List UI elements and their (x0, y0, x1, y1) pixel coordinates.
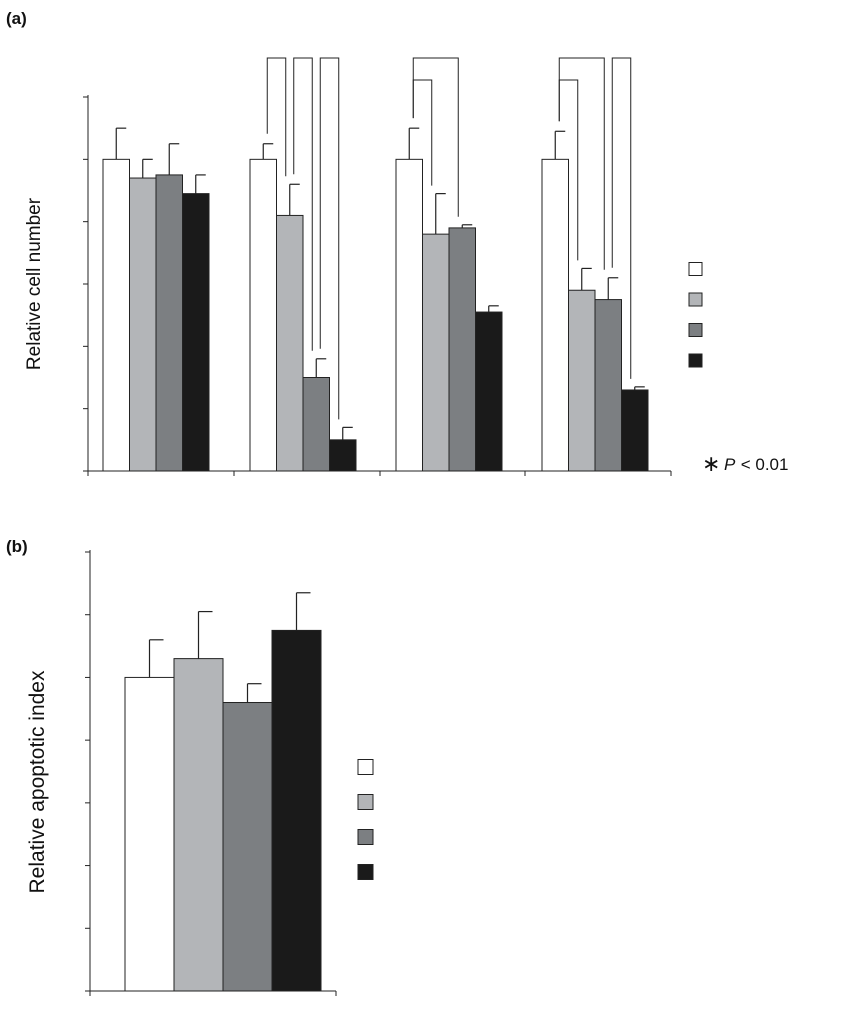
panel-a-bar-saha-tfk-1 (594, 299, 622, 472)
panel-b-y-axis-label: Relative apoptotic index (26, 670, 49, 893)
panel-a-bar-saha-hucct-1 (448, 227, 476, 472)
panel-a-bar-control-hucct-1 (395, 158, 423, 472)
significance-bracket (412, 57, 459, 217)
panel-a-bar-ezh2-sirna-hucct-1 (422, 233, 450, 472)
legend-swatch-saha (357, 829, 374, 845)
significance-bracket (319, 57, 340, 420)
legend-swatch-ezh2-sirna (357, 794, 374, 810)
legend-swatch-control (357, 759, 374, 775)
panel-b-legend (357, 759, 374, 880)
panel-a-legend (688, 262, 703, 368)
panel-a-bar-control-hgecs (102, 158, 130, 472)
panel-a-bar-ezh2-sirna-tgbc2tkb (276, 214, 304, 472)
panel-a-y-axis-label: Relative cell number (24, 197, 45, 370)
p-value-symbol: P (724, 455, 736, 474)
panel-b-bars (124, 592, 322, 992)
panel-a-bars (102, 127, 649, 472)
panel-a-bar-ezh2-sirna-tfk-1 (568, 289, 596, 472)
panel-a-significance (266, 57, 632, 420)
significance-bracket (266, 57, 287, 177)
significance-bracket (558, 57, 605, 270)
panel-a-bar-saha-ezh2-sirna-tfk-1 (621, 389, 649, 472)
panel-b-bar-saha-tgbc2tkb (222, 702, 273, 992)
legend-swatch-saha-ezh2-sirna (357, 864, 374, 880)
panel-b-bar-ezh2-sirna-tgbc2tkb (173, 658, 224, 992)
legend-swatch-saha (688, 323, 703, 337)
panel-a-bar-saha-ezh2-sirna-hucct-1 (475, 311, 503, 472)
panel-b-bar-saha-ezh2-sirna-tgbc2tkb (271, 629, 322, 992)
panel-a-bar-saha-ezh2-sirna-tgbc2tkb (329, 439, 357, 472)
panel-a-bar-ezh2-sirna-hgecs (129, 177, 157, 472)
panel-a-label: (a) (6, 9, 27, 28)
panel-a-bar-control-tgbc2tkb (249, 158, 277, 472)
panel-a-bar-saha-ezh2-sirna-hgecs (182, 193, 210, 472)
panel-a-bar-saha-tgbc2tkb (302, 377, 330, 472)
legend-swatch-saha-ezh2-sirna (688, 353, 703, 368)
panel-b: (b) Relative apoptotic index (6, 537, 374, 996)
panel-b-label: (b) (6, 537, 28, 556)
p-value-note: ∗ P < 0.01 (702, 451, 788, 476)
significance-star: ∗ (702, 451, 720, 476)
legend-swatch-control (688, 262, 703, 276)
panel-a: (a) Relative cell number ∗ P < 0.01 (6, 9, 788, 476)
legend-swatch-ezh2-sirna (688, 292, 703, 307)
significance-bracket (293, 57, 313, 351)
significance-bracket (611, 57, 632, 379)
panel-a-bar-saha-hgecs (155, 174, 183, 472)
panel-a-bar-control-tfk-1 (541, 158, 569, 472)
p-value-threshold: < 0.01 (736, 455, 788, 474)
panel-b-bar-control-tgbc2tkb (124, 676, 175, 992)
